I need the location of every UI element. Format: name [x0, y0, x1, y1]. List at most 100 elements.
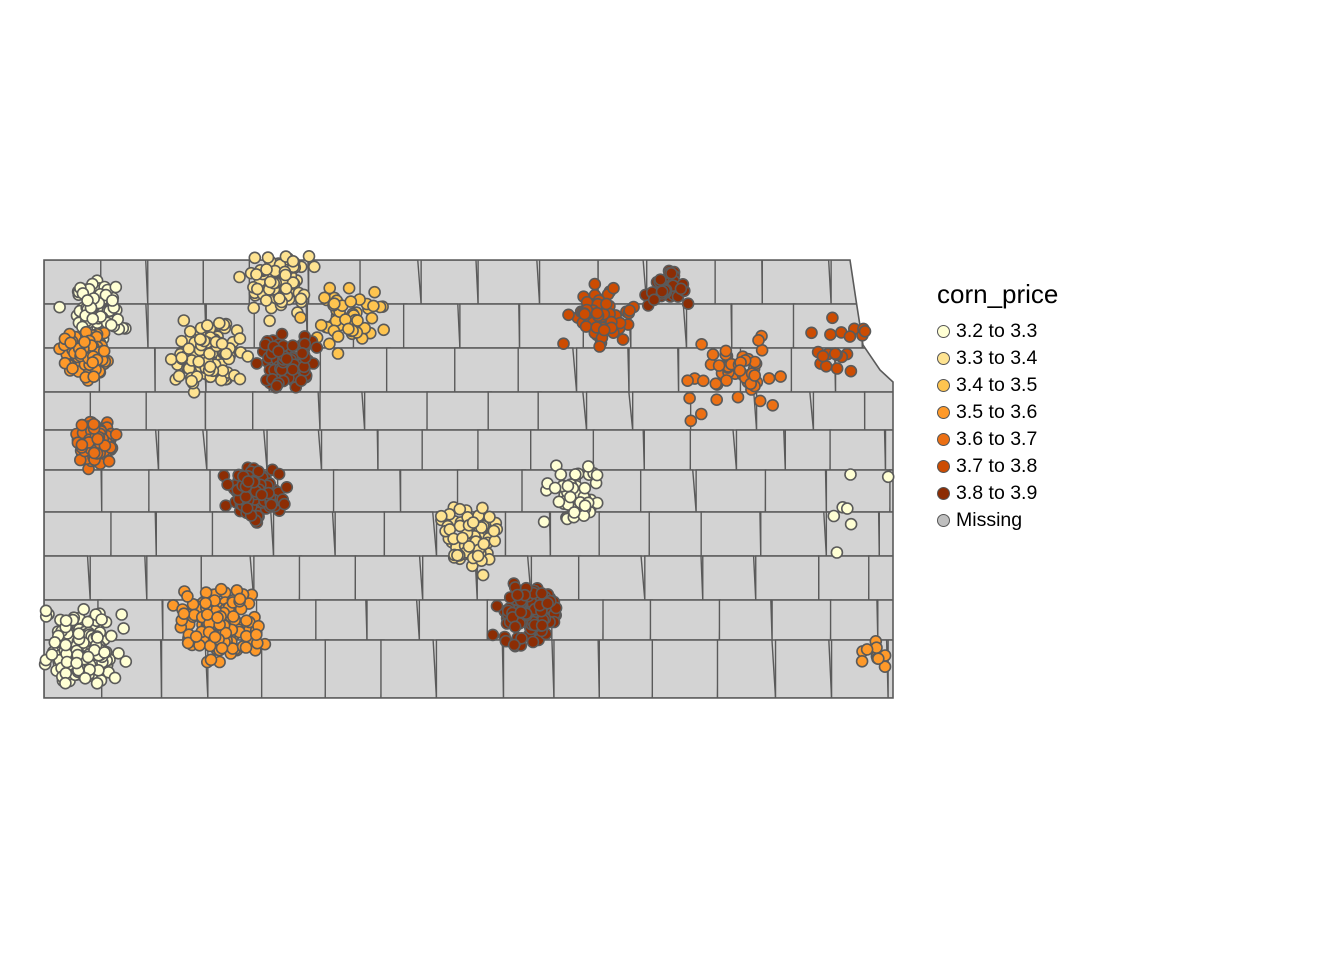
- price-point: [175, 334, 188, 348]
- price-point: [623, 304, 636, 317]
- price-point: [816, 349, 830, 363]
- legend-label: 3.5 to 3.6: [956, 401, 1038, 423]
- price-point: [227, 610, 240, 623]
- price-point: [286, 363, 300, 376]
- price-point: [731, 390, 745, 404]
- price-point: [233, 332, 247, 345]
- county: [385, 347, 459, 393]
- price-point: [98, 646, 111, 659]
- county: [334, 511, 386, 557]
- price-point: [590, 468, 604, 482]
- legend-label: Missing: [956, 509, 1023, 531]
- price-point: [307, 260, 321, 274]
- price-point: [590, 306, 604, 320]
- price-point: [881, 470, 895, 484]
- legend-label: 3.3 to 3.4: [956, 347, 1038, 369]
- price-point: [548, 481, 562, 495]
- price-point: [508, 620, 522, 634]
- county: [44, 511, 114, 557]
- price-point: [119, 655, 133, 668]
- county: [487, 391, 542, 431]
- price-point: [683, 391, 696, 405]
- county: [44, 469, 103, 513]
- price-point: [115, 608, 128, 621]
- price-point: [214, 582, 228, 596]
- county: [577, 555, 646, 601]
- price-point: [59, 614, 73, 628]
- price-point: [486, 628, 500, 642]
- county: [885, 260, 893, 305]
- price-point: [476, 568, 490, 582]
- county: [477, 429, 535, 471]
- county: [585, 391, 634, 431]
- county: [518, 303, 586, 349]
- price-point: [568, 468, 582, 481]
- price-point: [294, 292, 308, 306]
- price-point: [181, 636, 195, 650]
- county: [383, 511, 438, 557]
- price-point: [263, 275, 277, 289]
- price-point: [286, 339, 300, 353]
- price-point: [286, 254, 300, 268]
- price-point: [203, 360, 217, 374]
- county: [639, 469, 697, 513]
- county: [774, 639, 833, 698]
- price-point: [434, 509, 448, 523]
- price-point: [247, 301, 260, 315]
- county: [255, 599, 321, 641]
- county: [718, 599, 773, 641]
- price-point: [588, 277, 602, 291]
- county: [878, 511, 893, 557]
- price-point: [213, 316, 226, 330]
- county: [628, 347, 680, 393]
- legend-swatch: [937, 433, 950, 446]
- price-point: [117, 622, 130, 635]
- price-point: [748, 369, 762, 382]
- price-point: [215, 641, 229, 655]
- price-point: [203, 347, 216, 361]
- price-point: [665, 266, 678, 280]
- price-point: [250, 357, 264, 370]
- price-point: [733, 364, 747, 377]
- price-point: [87, 446, 101, 460]
- county: [644, 555, 704, 601]
- price-point: [95, 613, 108, 626]
- price-point: [696, 374, 710, 388]
- price-point: [310, 341, 324, 354]
- price-point: [830, 362, 844, 375]
- price-point: [344, 295, 358, 308]
- county: [829, 429, 887, 471]
- county: [110, 511, 158, 557]
- county: [148, 469, 211, 513]
- price-point: [377, 323, 391, 337]
- county: [44, 555, 91, 601]
- price-point: [259, 294, 273, 307]
- price-point: [239, 641, 253, 654]
- price-point: [753, 394, 767, 408]
- price-point: [87, 370, 100, 384]
- point-layer: [38, 249, 895, 690]
- price-point: [878, 660, 892, 674]
- county: [830, 260, 888, 305]
- county: [602, 599, 653, 641]
- price-point: [248, 251, 262, 265]
- price-point: [294, 374, 308, 388]
- price-point: [314, 318, 328, 332]
- price-point: [77, 602, 90, 616]
- price-point: [109, 428, 123, 441]
- price-point: [233, 372, 247, 386]
- price-point: [654, 273, 667, 287]
- price-point: [70, 656, 83, 670]
- price-point: [172, 369, 186, 383]
- price-point: [221, 478, 234, 491]
- county: [868, 555, 893, 601]
- county: [459, 303, 521, 349]
- price-point: [681, 297, 695, 311]
- price-point: [805, 326, 818, 340]
- county: [877, 599, 893, 641]
- price-point: [712, 359, 726, 372]
- county: [760, 511, 828, 557]
- price-point: [294, 311, 307, 324]
